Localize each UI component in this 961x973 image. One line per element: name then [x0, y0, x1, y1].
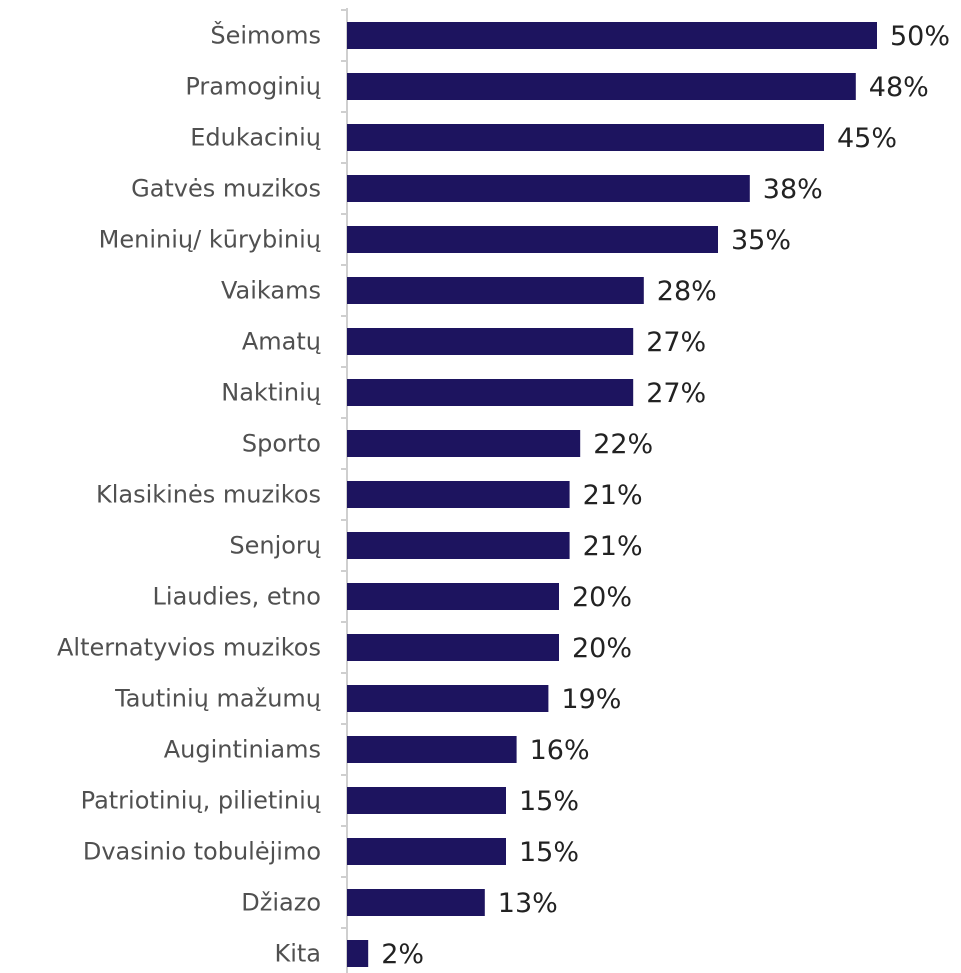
category-label: Naktinių — [221, 379, 321, 407]
category-label: Pramoginių — [185, 73, 321, 101]
category-label: Šeimoms — [210, 20, 321, 50]
category-label: Meninių/ kūrybinių — [99, 226, 321, 254]
data-label: 2% — [381, 939, 424, 970]
data-label: 20% — [572, 633, 632, 664]
data-label: 48% — [869, 72, 929, 103]
data-label: 38% — [763, 174, 823, 205]
bar — [347, 787, 506, 814]
data-label: 21% — [583, 480, 643, 511]
data-label: 15% — [519, 786, 579, 817]
category-label: Kita — [274, 940, 321, 968]
data-label: 16% — [530, 735, 590, 766]
data-label: 21% — [583, 531, 643, 562]
bar — [347, 379, 634, 406]
data-label: 27% — [646, 327, 706, 358]
bar — [347, 124, 824, 151]
bar — [347, 838, 506, 865]
category-label: Gatvės muzikos — [131, 175, 321, 203]
category-label: Vaikams — [221, 277, 321, 305]
bar — [347, 73, 856, 100]
bar — [347, 22, 877, 49]
category-label: Džiazo — [241, 889, 321, 917]
bar — [347, 940, 369, 967]
data-label: 15% — [519, 837, 579, 868]
data-label: 28% — [657, 276, 717, 307]
category-label: Dvasinio tobulėjimo — [83, 838, 321, 866]
bars — [347, 22, 877, 967]
data-label: 27% — [646, 378, 706, 409]
category-label: Edukacinių — [190, 124, 321, 152]
bar — [347, 736, 517, 763]
bar — [347, 685, 549, 712]
bar — [347, 532, 570, 559]
category-label: Liaudies, etno — [153, 583, 321, 611]
bar — [347, 328, 634, 355]
category-label: Patriotinių, pilietinių — [81, 787, 321, 815]
category-label: Augintiniams — [164, 736, 321, 764]
data-label: 13% — [498, 888, 558, 919]
data-label: 45% — [837, 123, 897, 154]
data-label: 22% — [593, 429, 653, 460]
data-label: 19% — [561, 684, 621, 715]
category-label: Alternatyvios muzikos — [57, 634, 321, 662]
category-label: Klasikinės muzikos — [96, 481, 321, 509]
bar — [347, 481, 570, 508]
category-label: Amatų — [242, 328, 321, 356]
data-label: 50% — [890, 21, 950, 52]
category-axis — [341, 8, 348, 973]
category-label: Senjorų — [229, 532, 321, 560]
bar — [347, 889, 485, 916]
bar — [347, 226, 718, 253]
data-label: 35% — [731, 225, 791, 256]
value-labels: 50% 48% 45% 38% 35% 28% 27% 27% 22% 21% 21% 20% 20% 1… — [381, 21, 950, 970]
category-label: Sporto — [242, 430, 321, 458]
bar — [347, 583, 559, 610]
bar — [347, 634, 559, 661]
bar — [347, 430, 581, 457]
category-labels: Šeimoms Pramoginių Edukacinių Gatvės muziko… — [57, 20, 321, 968]
data-label: 20% — [572, 582, 632, 613]
bar — [347, 175, 750, 202]
category-label: Tautinių mažumų — [114, 685, 321, 713]
bar — [347, 277, 644, 304]
